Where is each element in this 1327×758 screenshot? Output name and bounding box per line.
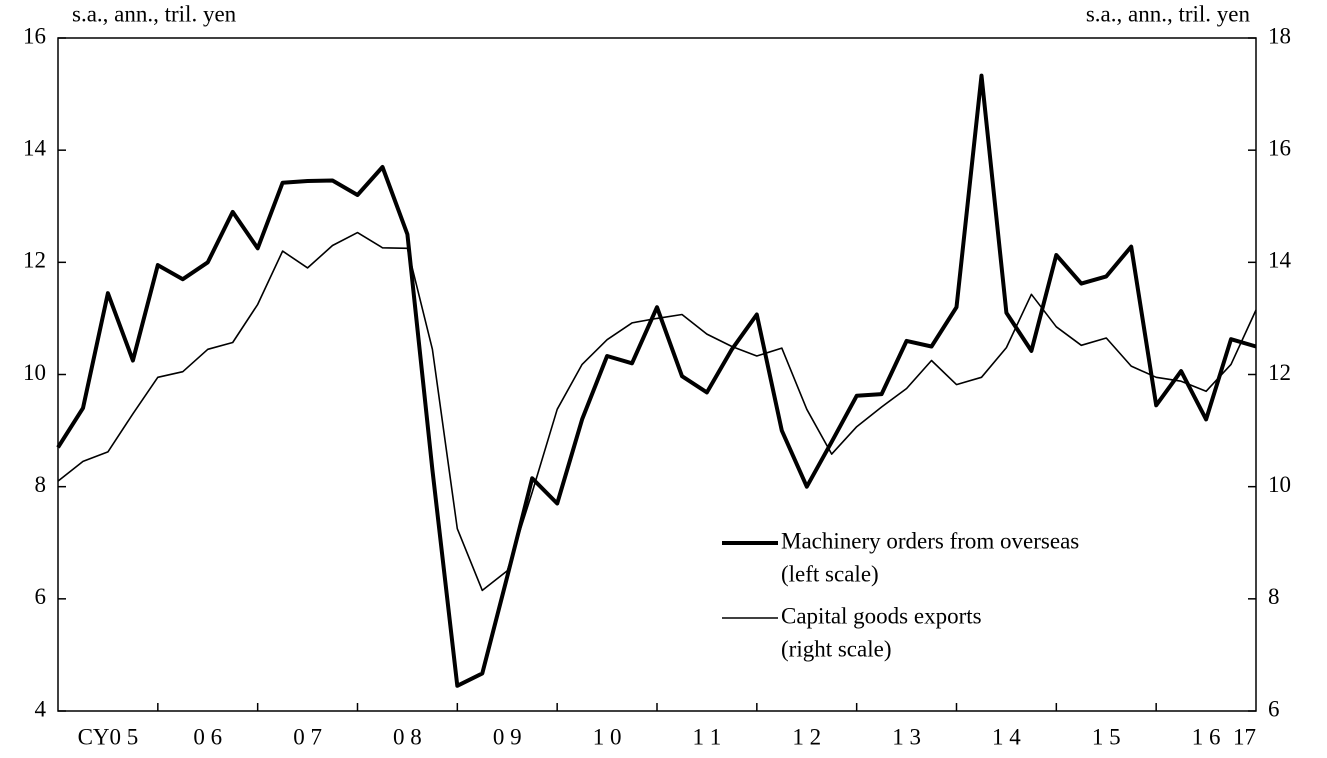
y2-tick-label: 16 (1268, 135, 1291, 160)
x-tick-label: 0 7 (293, 724, 322, 749)
x-tick-label: 0 9 (493, 724, 522, 749)
x-tick-label: 1 6 (1192, 724, 1221, 749)
x-tick-label: 0 8 (393, 724, 422, 749)
y2-tick-label: 10 (1268, 472, 1291, 497)
x-tick-label: CY0 5 (78, 724, 139, 749)
y-unit-label: s.a., ann., tril. yen (72, 1, 237, 26)
x-tick-label: 1 4 (992, 724, 1021, 749)
series-line (57, 231, 1257, 592)
y-tick-label: 8 (35, 472, 47, 497)
y-tick-label: 4 (35, 696, 47, 721)
x-tick-label: 0 6 (193, 724, 222, 749)
x-tick-label: 1 0 (593, 724, 622, 749)
x-tick-label: 1 5 (1092, 724, 1121, 749)
y-tick-label: 16 (23, 23, 46, 48)
legend-note: (left scale) (781, 561, 879, 586)
y-tick-label: 14 (23, 135, 47, 160)
legend-label: Capital goods exports (781, 603, 982, 628)
x-tick-label: 1 1 (693, 724, 722, 749)
series-line (56, 73, 1257, 688)
y2-tick-label: 8 (1268, 584, 1280, 609)
y-tick-label: 10 (23, 360, 46, 385)
y2-unit-label: s.a., ann., tril. yen (1086, 1, 1251, 26)
x-tick-label: 1 3 (892, 724, 921, 749)
y2-tick-label: 6 (1268, 696, 1280, 721)
legend-label: Machinery orders from overseas (781, 528, 1079, 553)
x-tick-label: 17 (1233, 724, 1256, 749)
y2-tick-label: 14 (1268, 248, 1292, 273)
plot-frame (57, 37, 1257, 712)
x-tick-label: 1 2 (792, 724, 821, 749)
y2-tick-label: 18 (1268, 23, 1291, 48)
y-tick-label: 6 (35, 584, 47, 609)
legend-note: (right scale) (781, 636, 891, 661)
y2-tick-label: 12 (1268, 360, 1291, 385)
y-tick-label: 12 (23, 248, 46, 273)
